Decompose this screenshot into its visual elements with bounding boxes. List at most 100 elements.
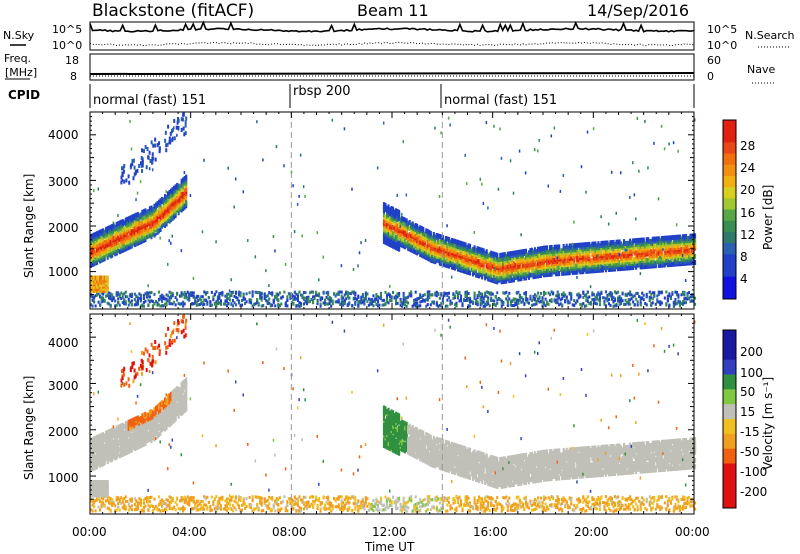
power-cell — [225, 299, 229, 303]
power-cell — [547, 302, 550, 306]
power-cell — [330, 299, 333, 303]
power-cell — [555, 298, 558, 302]
power-cell — [228, 298, 232, 302]
power-cell — [675, 223, 678, 227]
power-cell — [613, 248, 617, 254]
power-cell — [518, 294, 521, 298]
power-cell — [574, 243, 577, 249]
power-cell — [184, 119, 187, 124]
power-cell — [665, 302, 668, 306]
power-cell — [574, 301, 577, 305]
power-cell — [336, 292, 339, 296]
power-cell — [511, 250, 514, 256]
power-cell — [506, 255, 509, 261]
power-cell — [117, 300, 120, 304]
power-cell — [210, 303, 213, 307]
power-cell — [228, 289, 231, 293]
power-cell — [589, 243, 592, 249]
power-cell — [385, 297, 389, 301]
power-cell — [488, 291, 491, 295]
power-cell — [331, 302, 334, 306]
power-cell — [138, 225, 141, 231]
power-cell — [162, 297, 165, 301]
power-cell — [186, 290, 189, 294]
power-cell — [304, 296, 307, 300]
power-cell — [464, 242, 467, 248]
power-cell — [296, 298, 299, 302]
power-cell — [523, 248, 526, 254]
power-cell — [521, 249, 524, 255]
power-cell — [171, 234, 174, 238]
power-cell — [176, 133, 178, 137]
power-cell — [446, 236, 449, 242]
power-cell — [174, 303, 177, 307]
power-cell — [157, 228, 161, 234]
power-cell — [636, 300, 639, 304]
power-cell — [171, 127, 174, 132]
power-cell — [465, 182, 468, 186]
power-cell — [479, 301, 482, 305]
power-cell — [589, 301, 592, 305]
power-cell — [345, 291, 348, 295]
power-cell — [482, 304, 485, 308]
power-cell — [564, 245, 567, 251]
power-cell — [148, 295, 151, 299]
power-cell — [595, 302, 598, 306]
power-cell — [586, 300, 589, 304]
power-cell — [461, 241, 464, 247]
power-cell — [239, 294, 242, 298]
power-cell — [404, 300, 407, 304]
power-cell — [440, 234, 443, 240]
power-cell — [453, 303, 457, 307]
power-cell — [515, 258, 518, 264]
power-cell — [129, 293, 132, 297]
power-cell — [613, 290, 617, 294]
power-cell — [505, 290, 508, 294]
power-cell — [197, 303, 200, 307]
power-cell — [402, 220, 405, 226]
power-cell — [188, 298, 191, 302]
power-cell — [626, 293, 629, 297]
power-cell — [482, 300, 485, 304]
power-cell — [603, 296, 606, 300]
power-cell — [435, 241, 438, 247]
power-cell — [271, 293, 274, 297]
power-cell — [387, 301, 390, 305]
power-cell — [162, 197, 165, 203]
power-cell — [447, 291, 450, 295]
power-cell — [313, 296, 316, 300]
power-cell — [382, 303, 386, 307]
power-cell — [153, 212, 156, 218]
power-cell — [123, 226, 126, 232]
power-cell — [266, 294, 269, 298]
power-cell — [97, 238, 100, 244]
power-cell — [127, 174, 130, 179]
power-cell — [402, 216, 405, 222]
power-cell — [417, 226, 420, 232]
power-cell — [343, 302, 346, 306]
power-cell — [135, 295, 138, 299]
power-cell — [410, 233, 413, 239]
power-cell — [210, 290, 213, 294]
power-cell — [231, 290, 235, 294]
power-cell — [351, 290, 354, 294]
power-cell — [165, 190, 167, 194]
power-cell — [304, 195, 306, 199]
power-cell — [191, 302, 194, 306]
power-cell — [301, 293, 304, 297]
power-cell — [292, 184, 294, 188]
power-cell — [558, 264, 561, 270]
power-cell — [177, 125, 180, 130]
power-cell — [105, 226, 108, 232]
power-cell — [200, 298, 203, 302]
power-cell — [127, 303, 130, 307]
power-cell — [311, 295, 315, 299]
power-cell — [413, 298, 416, 302]
power-cell — [473, 294, 476, 298]
power-cell — [509, 159, 512, 163]
power-cell — [469, 260, 472, 266]
power-cell — [585, 242, 588, 248]
power-cell — [354, 297, 357, 301]
power-cell — [458, 240, 461, 246]
power-cell — [138, 292, 141, 296]
